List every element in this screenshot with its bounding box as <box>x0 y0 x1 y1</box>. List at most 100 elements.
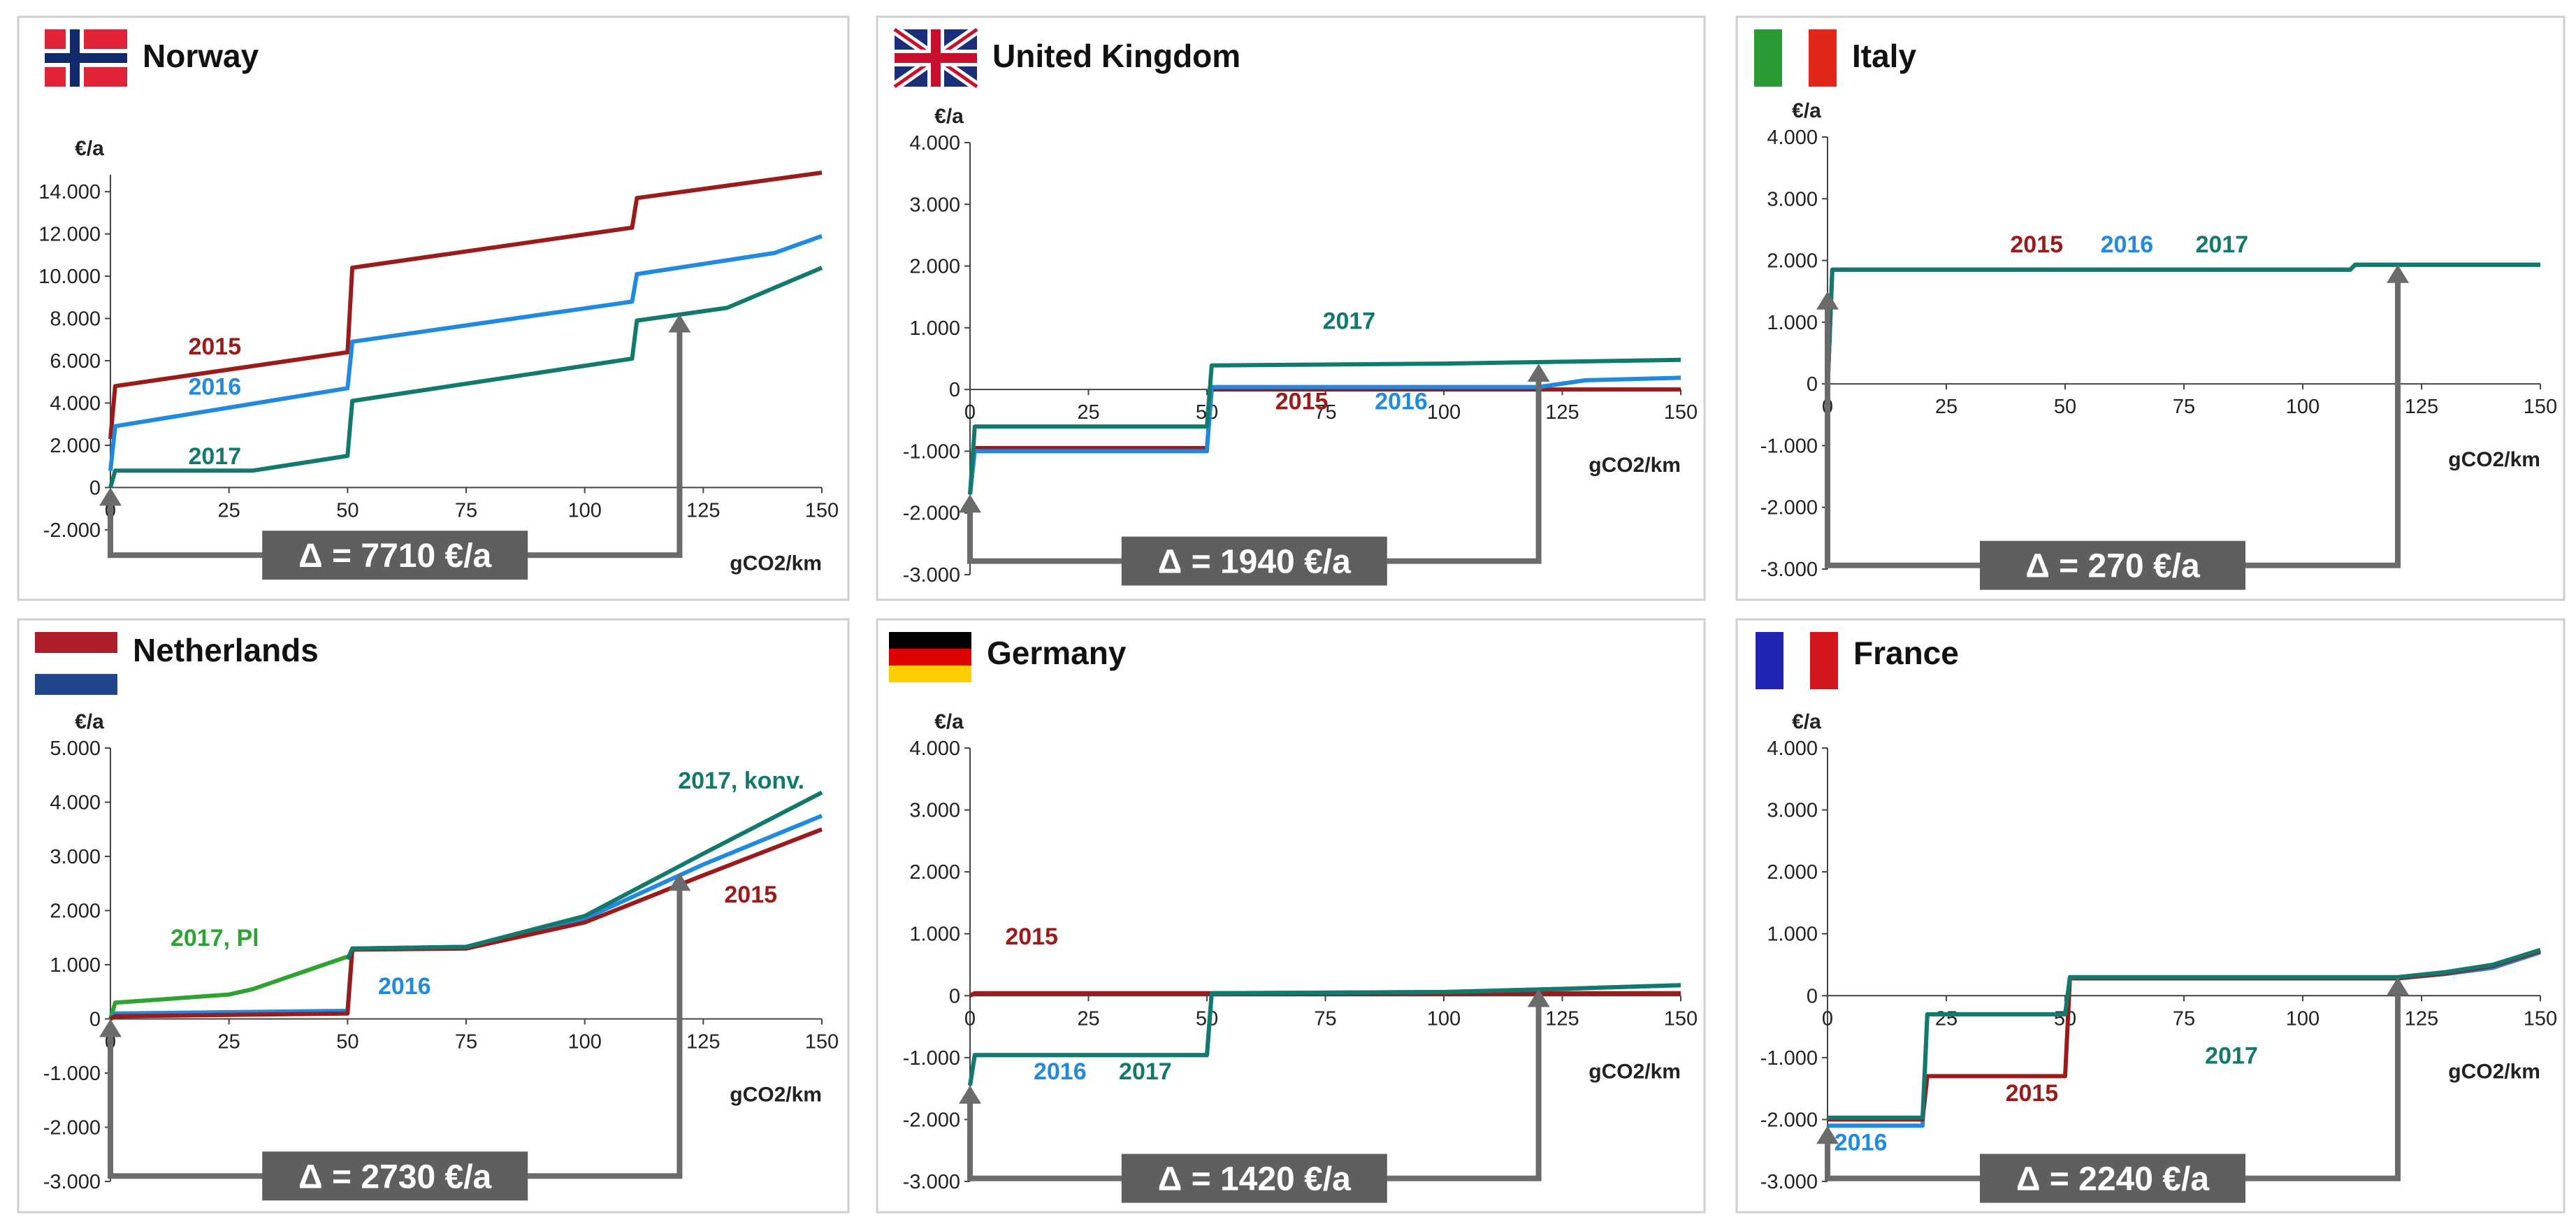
netherlands-x-tick-label: 100 <box>567 1031 601 1054</box>
norway-x-tick-label: 25 <box>218 499 240 522</box>
norway-y-tick-label: 4.000 <box>50 392 101 415</box>
norway-delta-box <box>262 531 528 580</box>
netherlands-x-tick-label: 150 <box>805 1031 839 1054</box>
uk-series-label: 2017 <box>1323 308 1376 335</box>
flag-stripe-red <box>1810 632 1838 689</box>
uk-arrow-head-left <box>959 494 981 513</box>
norway-series-label: 2015 <box>188 333 241 360</box>
france-x-tick-label: 75 <box>2173 1007 2195 1030</box>
italy-title: Italy <box>1852 38 1916 74</box>
germany-y-tick-label: -1.000 <box>903 1047 960 1070</box>
norway-y-unit: €/a <box>75 137 104 160</box>
germany-y-tick-label: -2.000 <box>903 1109 960 1131</box>
germany-x-tick-label: 25 <box>1077 1007 1099 1030</box>
germany-y-tick-label: -3.000 <box>903 1171 960 1193</box>
netherlands-arrow-head-right <box>668 872 691 891</box>
france-title: France <box>1853 635 1959 671</box>
germany-x-tick-label: 100 <box>1427 1007 1461 1030</box>
france-y-tick-label: -1.000 <box>1760 1047 1818 1070</box>
flag-stripe-red <box>35 632 117 653</box>
norway-arrow-head-left <box>99 487 122 506</box>
france-y-tick-label: 0 <box>1807 985 1818 1007</box>
uk-series-label: 2016 <box>1375 388 1428 415</box>
flag-stripe-green <box>1754 29 1782 87</box>
netherlands-y-tick-label: 3.000 <box>50 846 101 868</box>
flag-stripe-gold <box>889 666 971 682</box>
norway-series-2016 <box>108 233 823 471</box>
italy-y-tick-label: -2.000 <box>1760 497 1818 519</box>
flag-stripe-blue <box>35 674 117 695</box>
norway-series-2015 <box>108 171 823 440</box>
netherlands-chart: Netherlands €/a -3.000 -2.000 -1.000 0 1.000 2.… <box>17 618 850 1214</box>
france-x-tick-label: 100 <box>2286 1007 2320 1030</box>
netherlands-y-tick-label: 4.000 <box>50 792 101 814</box>
flag-stripe-red <box>1809 29 1837 87</box>
italy-y-tick-label: 0 <box>1807 373 1818 396</box>
norway-y-tick-label: 0 <box>89 477 101 499</box>
italy-series-label: 2016 <box>2101 231 2154 258</box>
italy-series-2017 <box>1825 262 2540 391</box>
italy-x-tick-label: 150 <box>2524 396 2557 418</box>
germany-y-tick-label: 1.000 <box>909 923 960 946</box>
netherlands-y-tick-label: 0 <box>89 1009 101 1031</box>
norway-x-tick-label: 150 <box>805 499 839 522</box>
italy-y-tick-label: 4.000 <box>1767 127 1818 149</box>
uk-x-tick-label: 100 <box>1427 401 1461 424</box>
france-panel-frame <box>1735 618 2566 1214</box>
italy-panel-frame <box>1735 15 2566 601</box>
uk-y-tick-label: 0 <box>949 379 960 401</box>
italy-series-label: 2017 <box>2196 231 2249 258</box>
germany-series-label: 2017 <box>1119 1058 1172 1085</box>
norway-y-tick-label: 14.000 <box>38 181 101 203</box>
italy-x-tick-label: 25 <box>1935 396 1958 418</box>
netherlands-y-tick-label: 2.000 <box>50 900 101 923</box>
uk-x-tick-label: 125 <box>1545 401 1579 424</box>
france-arrow-head-left <box>1816 1126 1839 1144</box>
italy-y-tick-label: 1.000 <box>1767 312 1818 334</box>
norway-x-tick-label: 75 <box>455 499 477 522</box>
italy-y-unit: €/a <box>1792 99 1821 122</box>
flag-stripe-white <box>35 653 117 674</box>
netherlands-series-2017-konv- <box>345 790 823 961</box>
netherlands-x-tick-label: 75 <box>455 1031 477 1054</box>
france-y-tick-label: -2.000 <box>1760 1109 1818 1131</box>
france-y-tick-label: 2.000 <box>1767 861 1818 884</box>
netherlands-series-label: 2015 <box>724 882 777 908</box>
germany-delta-box <box>1121 1153 1387 1203</box>
france-delta-box <box>1980 1153 2245 1203</box>
france-delta-label: Δ = 2240 €/a <box>2016 1161 2209 1198</box>
uk-x-tick-label: 0 <box>964 401 976 424</box>
uk-y-tick-label: 3.000 <box>909 194 960 216</box>
germany-chart: Germany€/a-3.000-2.000-1.00001.0002.0003… <box>876 618 1706 1214</box>
germany-y-unit: €/a <box>934 710 964 733</box>
norway-x-tick-label: 100 <box>567 499 601 522</box>
france-series-2017 <box>1828 947 2541 1120</box>
italy-flag <box>1754 29 1837 87</box>
flag-stripe-black <box>889 632 971 649</box>
france-series-label: 2017 <box>2205 1043 2258 1070</box>
italy-x-tick-label: 125 <box>2405 396 2438 418</box>
uk-y-tick-label: 2.000 <box>909 256 960 278</box>
norway-arrow-head-right <box>668 314 691 333</box>
germany-panel-frame <box>876 618 1706 1214</box>
france-y-tick-label: 1.000 <box>1767 923 1818 946</box>
uk-title: United Kingdom <box>992 38 1240 74</box>
netherlands-y-unit: €/a <box>75 710 104 733</box>
norway-y-tick-label: 12.000 <box>38 224 101 246</box>
france-x-tick-label: 0 <box>1822 1007 1833 1030</box>
italy-series-label: 2015 <box>2010 231 2063 258</box>
norway-y-tick-label: 8.000 <box>50 308 101 331</box>
netherlands-flag <box>35 632 117 695</box>
norway-y-tick-label: 10.000 <box>38 266 101 288</box>
norway-chart: Norway €/a -2.000 0 2.000 4.000 6.000 8.000 10.0… <box>17 15 850 601</box>
italy-x-tick-label: 50 <box>2054 396 2076 418</box>
germany-x-tick-label: 50 <box>1196 1007 1218 1030</box>
germany-x-tick-label: 75 <box>1314 1007 1336 1030</box>
netherlands-series-2017-pl <box>108 954 349 1020</box>
germany-series-label: 2015 <box>1005 923 1058 950</box>
uk-panel-frame <box>876 15 1706 601</box>
france-y-tick-label: -3.000 <box>1760 1171 1818 1193</box>
france-y-unit: €/a <box>1792 710 1821 733</box>
uk-x-unit: gCO2/km <box>1589 454 1681 477</box>
